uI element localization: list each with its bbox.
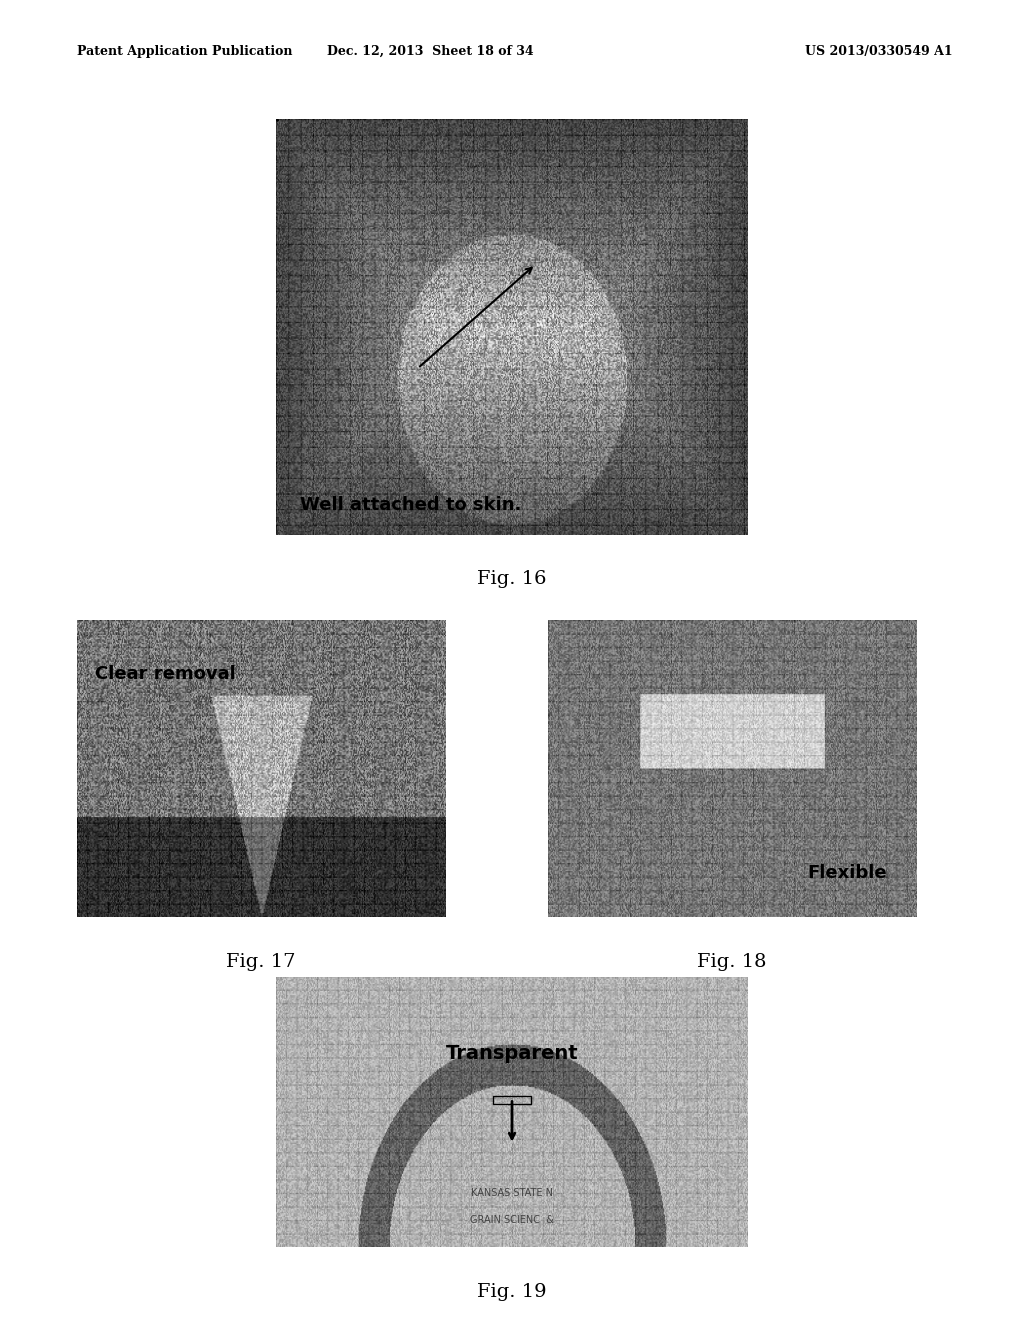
Text: Fig. 18: Fig. 18 — [697, 953, 767, 972]
Text: Flexible: Flexible — [807, 863, 887, 882]
Text: GRAIN SCIENC  &: GRAIN SCIENC & — [470, 1214, 554, 1225]
Text: Dec. 12, 2013  Sheet 18 of 34: Dec. 12, 2013 Sheet 18 of 34 — [327, 45, 534, 58]
Text: Fig. 17: Fig. 17 — [226, 953, 296, 972]
Text: Well attached to skin.: Well attached to skin. — [300, 496, 521, 513]
Text: KANSAS STATE N: KANSAS STATE N — [471, 1188, 553, 1197]
Bar — [494, 1096, 530, 1104]
Text: Fig. 19: Fig. 19 — [477, 1283, 547, 1302]
Text: Patent Application Publication: Patent Application Publication — [77, 45, 292, 58]
Text: Fig. 16: Fig. 16 — [477, 570, 547, 589]
Text: US 2013/0330549 A1: US 2013/0330549 A1 — [805, 45, 952, 58]
Text: Clear removal: Clear removal — [95, 665, 236, 682]
Text: Transparent: Transparent — [445, 1044, 579, 1064]
